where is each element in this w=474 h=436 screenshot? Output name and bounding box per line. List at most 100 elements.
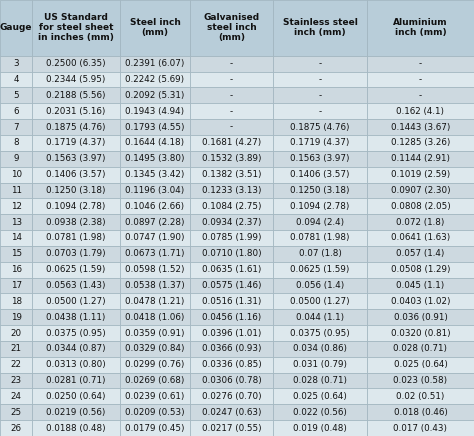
Bar bbox=[273, 230, 367, 246]
Text: -: - bbox=[419, 75, 422, 84]
Bar bbox=[273, 0, 367, 56]
Bar bbox=[32, 309, 120, 325]
Text: -: - bbox=[230, 75, 233, 84]
Bar bbox=[0, 0, 32, 56]
Text: 0.0209 (0.53): 0.0209 (0.53) bbox=[125, 408, 185, 417]
Bar bbox=[120, 167, 190, 183]
Text: 0.0239 (0.61): 0.0239 (0.61) bbox=[125, 392, 185, 401]
Text: 24: 24 bbox=[10, 392, 22, 401]
Bar bbox=[273, 72, 367, 88]
Bar bbox=[273, 309, 367, 325]
Text: 0.2031 (5.16): 0.2031 (5.16) bbox=[46, 107, 106, 116]
Bar bbox=[0, 135, 32, 151]
Text: 0.1046 (2.66): 0.1046 (2.66) bbox=[126, 202, 184, 211]
Text: 0.0250 (0.64): 0.0250 (0.64) bbox=[46, 392, 106, 401]
Bar bbox=[120, 0, 190, 56]
Bar bbox=[190, 388, 273, 404]
Bar bbox=[32, 420, 120, 436]
Text: 0.0673 (1.71): 0.0673 (1.71) bbox=[125, 249, 185, 258]
Bar bbox=[0, 56, 32, 72]
Text: 0.0276 (0.70): 0.0276 (0.70) bbox=[202, 392, 261, 401]
Text: 0.2500 (6.35): 0.2500 (6.35) bbox=[46, 59, 106, 68]
Bar bbox=[273, 404, 367, 420]
Bar bbox=[190, 373, 273, 388]
Bar bbox=[273, 341, 367, 357]
Text: 0.0703 (1.79): 0.0703 (1.79) bbox=[46, 249, 106, 258]
Text: 0.0938 (2.38): 0.0938 (2.38) bbox=[46, 218, 106, 227]
Text: 0.028 (0.71): 0.028 (0.71) bbox=[393, 344, 447, 353]
Bar bbox=[0, 198, 32, 214]
Bar bbox=[367, 230, 474, 246]
Bar bbox=[120, 119, 190, 135]
Text: 0.0418 (1.06): 0.0418 (1.06) bbox=[125, 313, 185, 322]
Text: 0.0598 (1.52): 0.0598 (1.52) bbox=[125, 265, 185, 274]
Text: 0.0934 (2.37): 0.0934 (2.37) bbox=[202, 218, 261, 227]
Text: 0.017 (0.43): 0.017 (0.43) bbox=[393, 424, 447, 433]
Text: 0.2092 (5.31): 0.2092 (5.31) bbox=[125, 91, 185, 100]
Text: -: - bbox=[319, 107, 321, 116]
Bar bbox=[120, 420, 190, 436]
Text: 14: 14 bbox=[10, 234, 22, 242]
Bar bbox=[120, 183, 190, 198]
Text: 0.0500 (1.27): 0.0500 (1.27) bbox=[290, 297, 350, 306]
Bar bbox=[120, 246, 190, 262]
Bar bbox=[190, 183, 273, 198]
Text: 0.0375 (0.95): 0.0375 (0.95) bbox=[290, 329, 350, 337]
Bar bbox=[367, 293, 474, 309]
Bar bbox=[190, 341, 273, 357]
Text: 0.02 (0.51): 0.02 (0.51) bbox=[396, 392, 445, 401]
Text: 6: 6 bbox=[13, 107, 19, 116]
Text: 0.1250 (3.18): 0.1250 (3.18) bbox=[46, 186, 106, 195]
Text: 0.0281 (0.71): 0.0281 (0.71) bbox=[46, 376, 106, 385]
Bar bbox=[0, 341, 32, 357]
Bar bbox=[120, 198, 190, 214]
Bar bbox=[367, 103, 474, 119]
Bar bbox=[367, 388, 474, 404]
Text: 19: 19 bbox=[10, 313, 22, 322]
Text: 0.1382 (3.51): 0.1382 (3.51) bbox=[202, 170, 261, 179]
Bar bbox=[32, 325, 120, 341]
Bar bbox=[273, 246, 367, 262]
Bar bbox=[273, 151, 367, 167]
Bar bbox=[0, 357, 32, 373]
Text: 0.0516 (1.31): 0.0516 (1.31) bbox=[202, 297, 261, 306]
Bar bbox=[32, 183, 120, 198]
Text: 4: 4 bbox=[13, 75, 19, 84]
Text: 0.1285 (3.26): 0.1285 (3.26) bbox=[391, 139, 450, 147]
Bar bbox=[0, 309, 32, 325]
Text: 0.0299 (0.76): 0.0299 (0.76) bbox=[125, 360, 185, 369]
Bar bbox=[32, 72, 120, 88]
Bar bbox=[367, 135, 474, 151]
Text: 0.1406 (3.57): 0.1406 (3.57) bbox=[46, 170, 106, 179]
Text: 10: 10 bbox=[10, 170, 22, 179]
Bar bbox=[0, 262, 32, 278]
Bar bbox=[0, 167, 32, 183]
Bar bbox=[32, 56, 120, 72]
Text: 0.0575 (1.46): 0.0575 (1.46) bbox=[202, 281, 261, 290]
Bar bbox=[273, 388, 367, 404]
Text: 0.025 (0.64): 0.025 (0.64) bbox=[293, 392, 347, 401]
Bar bbox=[0, 183, 32, 198]
Text: -: - bbox=[419, 91, 422, 100]
Bar bbox=[0, 151, 32, 167]
Bar bbox=[190, 357, 273, 373]
Bar bbox=[120, 357, 190, 373]
Bar bbox=[0, 72, 32, 88]
Bar bbox=[0, 278, 32, 293]
Bar bbox=[273, 357, 367, 373]
Bar bbox=[0, 230, 32, 246]
Text: 20: 20 bbox=[10, 329, 22, 337]
Text: 0.1793 (4.55): 0.1793 (4.55) bbox=[125, 123, 185, 132]
Text: 0.1250 (3.18): 0.1250 (3.18) bbox=[290, 186, 350, 195]
Text: 0.0785 (1.99): 0.0785 (1.99) bbox=[202, 234, 261, 242]
Bar bbox=[32, 214, 120, 230]
Text: 0.028 (0.71): 0.028 (0.71) bbox=[293, 376, 347, 385]
Text: -: - bbox=[319, 75, 321, 84]
Bar bbox=[273, 88, 367, 103]
Text: 11: 11 bbox=[10, 186, 22, 195]
Bar bbox=[367, 0, 474, 56]
Text: 25: 25 bbox=[10, 408, 22, 417]
Bar bbox=[32, 119, 120, 135]
Bar bbox=[32, 151, 120, 167]
Text: 0.045 (1.1): 0.045 (1.1) bbox=[396, 281, 445, 290]
